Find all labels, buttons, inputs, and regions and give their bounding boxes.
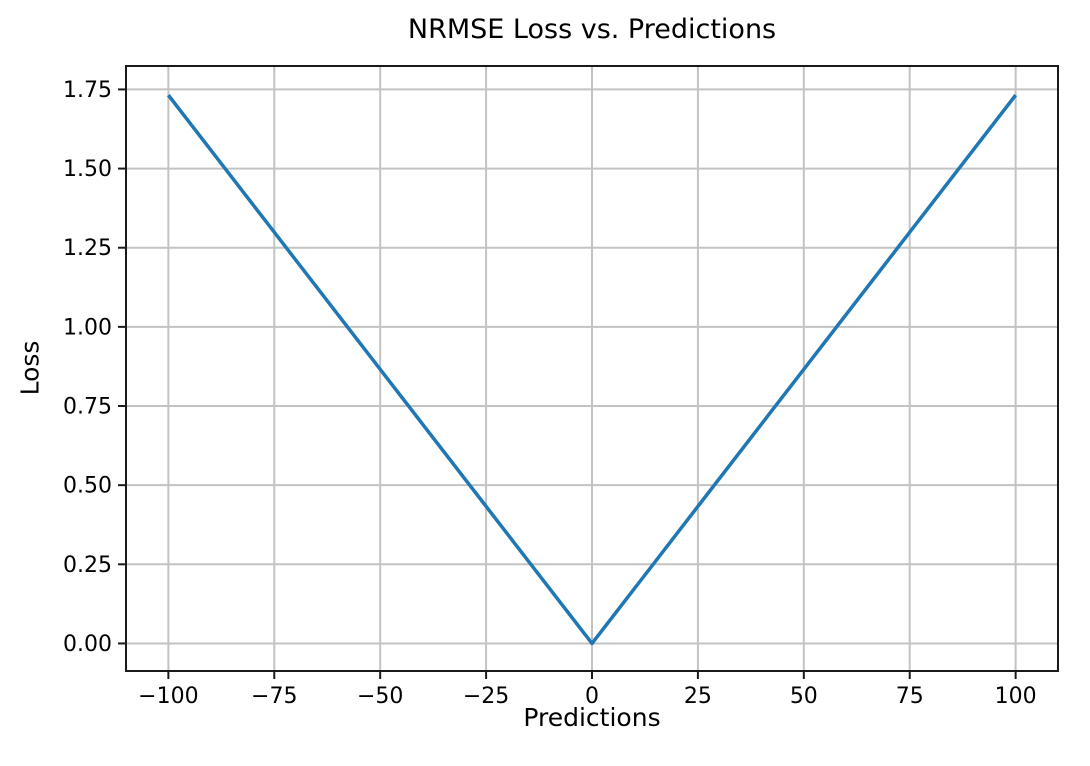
y-tick-label: 1.75 — [63, 78, 112, 103]
x-tick-label: −25 — [463, 684, 509, 709]
y-tick-label: 1.25 — [63, 236, 112, 261]
x-tick-label: 50 — [790, 684, 818, 709]
y-tick-label: 1.00 — [63, 315, 112, 340]
y-tick-label: 0.75 — [63, 394, 112, 419]
y-tick-label: 0.00 — [63, 632, 112, 657]
x-tick-label: 75 — [896, 684, 924, 709]
y-axis-label: Loss — [15, 340, 45, 396]
x-tick-label: −75 — [251, 684, 297, 709]
y-tick-label: 1.50 — [63, 157, 112, 182]
x-tick-label: −100 — [138, 684, 198, 709]
y-tick-label: 0.25 — [63, 553, 112, 578]
y-tick-label: 0.50 — [63, 474, 112, 499]
x-axis-label: Predictions — [523, 703, 661, 732]
x-tick-label: 100 — [995, 684, 1037, 709]
loss-line — [166, 94, 1018, 646]
x-tick-label: −50 — [357, 684, 403, 709]
x-tick-label: 25 — [684, 684, 712, 709]
x-tick-label: 0 — [585, 684, 599, 709]
chart-title: NRMSE Loss vs. Predictions — [407, 14, 777, 45]
